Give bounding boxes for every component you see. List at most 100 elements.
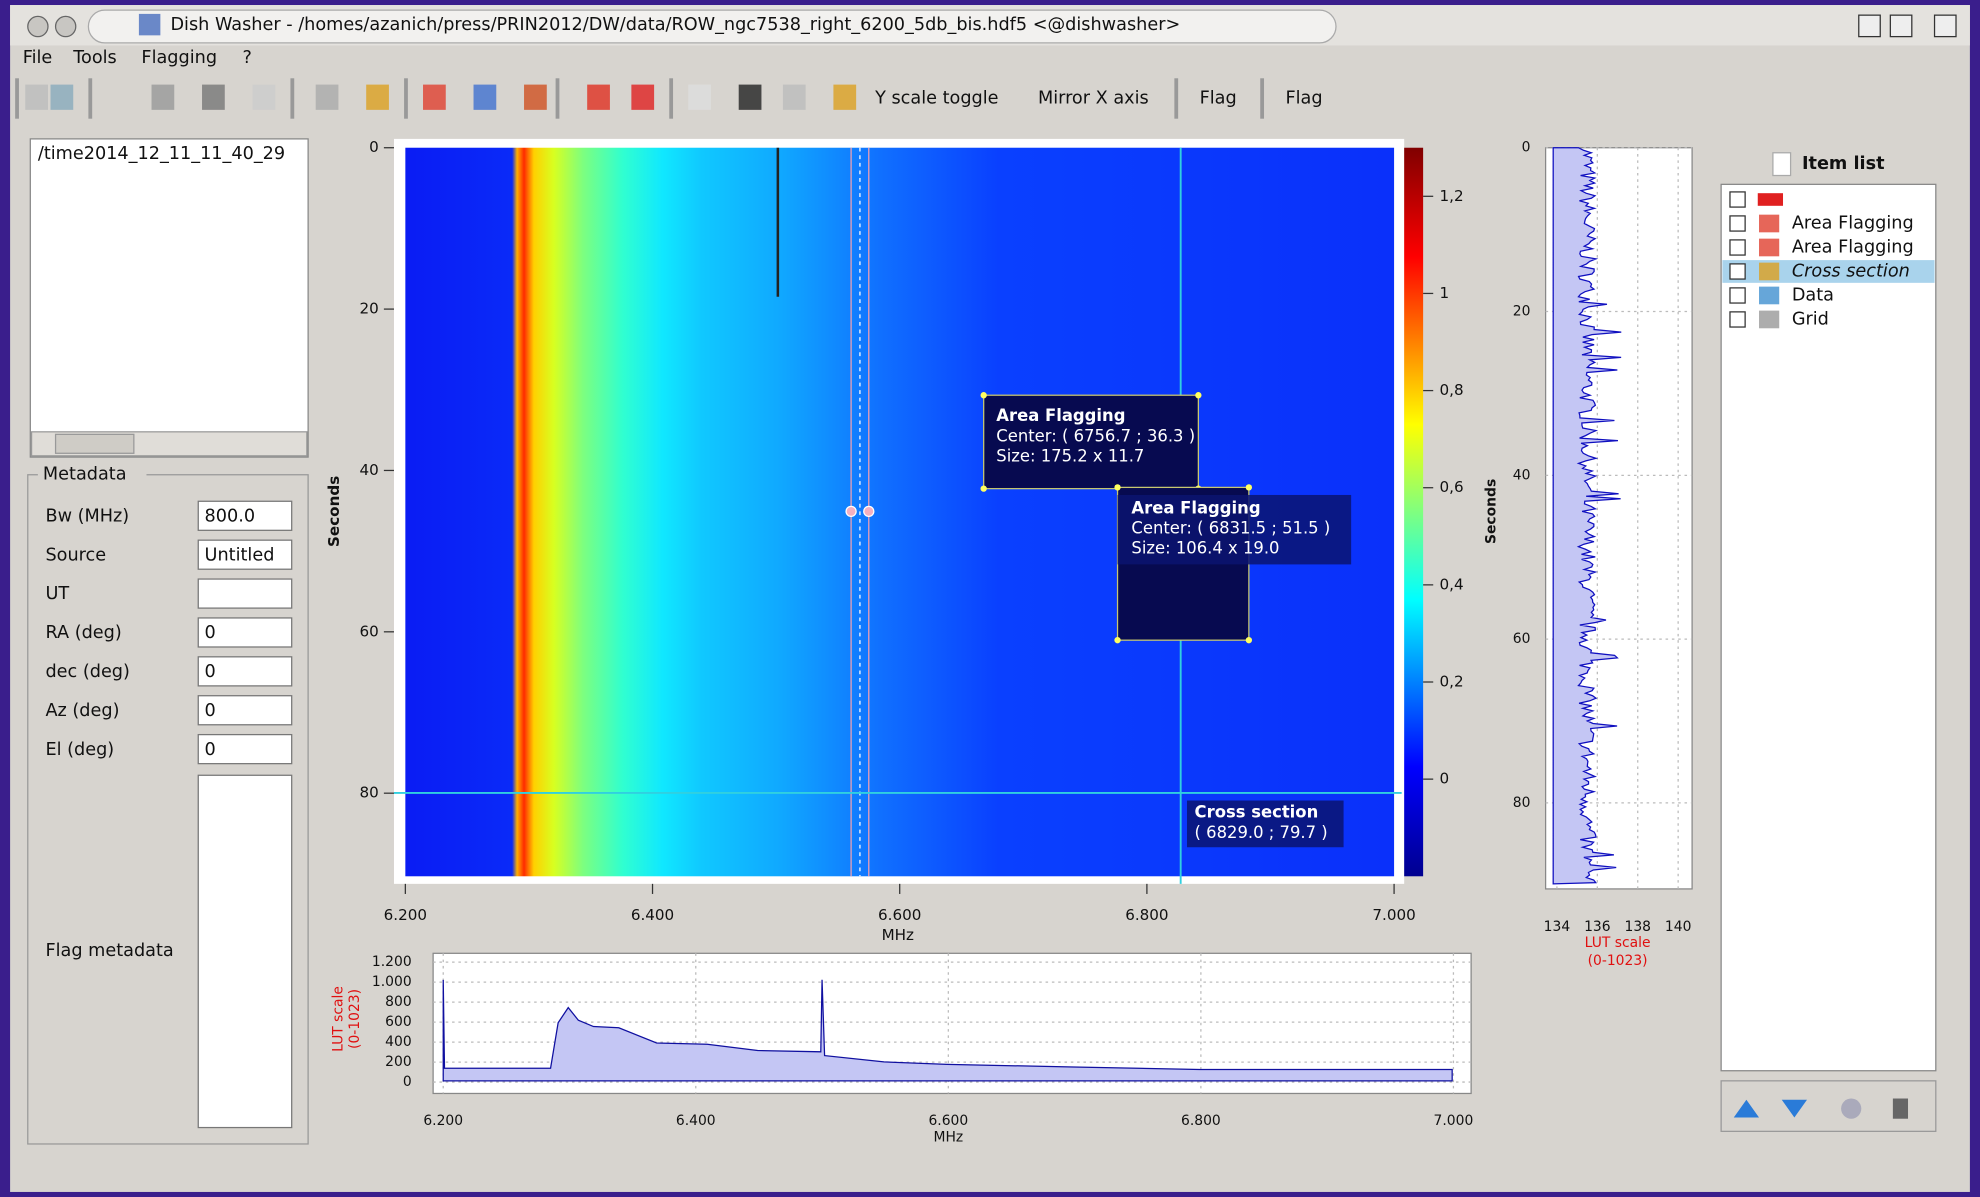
toolbar-button[interactable]: Y scale toggle [874,88,998,108]
checkbox[interactable] [1729,263,1746,280]
colorbar-tick-label: 1,2 [1440,187,1464,205]
y-axis-label: Seconds [325,476,343,547]
menu-item[interactable]: Flagging [141,48,217,68]
annotation-text: Area Flagging [996,406,1125,425]
toolbar-icon[interactable] [151,84,175,110]
toolbar-icon[interactable] [366,84,389,110]
menu-item[interactable]: Tools [72,48,117,68]
checkbox[interactable] [1729,311,1746,328]
toolbar-button[interactable]: Flag [1200,88,1237,108]
file-item[interactable]: /time2014_12_11_11_40_29 [38,144,285,164]
toolbar-icon[interactable] [315,84,339,110]
y-tick-label: 200 [385,1054,411,1070]
corner-handle[interactable] [980,392,987,399]
corner-handle[interactable] [1245,637,1253,644]
colorbar-tick-label: 0,2 [1440,673,1464,691]
toolbar-icon[interactable] [631,84,655,110]
item-label[interactable]: Grid [1792,309,1829,329]
item-list-title: Item list [1802,154,1885,174]
corner-handle[interactable] [1114,637,1121,644]
x-tick-label: 6.600 [878,906,921,924]
window-menu-button[interactable] [27,15,49,38]
corner-handle[interactable] [980,485,987,492]
colorbar [1404,147,1424,877]
item-label[interactable]: Area Flagging [1792,237,1914,257]
field-input[interactable] [197,578,293,609]
delete-button[interactable] [1892,1098,1909,1119]
spectrum-curve [442,979,1453,1082]
item-label[interactable]: Area Flagging [1792,213,1914,233]
colorbar-tick-label: 1 [1440,284,1450,302]
window-pin-button[interactable] [54,15,77,38]
metadata-group [27,474,309,1145]
toolbar-icon[interactable] [423,84,446,110]
y-tick-label: 60 [1513,631,1531,647]
toolbar-icon[interactable] [587,84,610,110]
settings-button[interactable] [1841,1098,1862,1119]
toolbar-separator [669,78,674,119]
annotation-bg [1186,800,1344,848]
toolbar-icon[interactable] [524,84,547,110]
toolbar-icon[interactable] [252,84,276,110]
scroll-thumb[interactable] [54,433,135,454]
item-icon [1759,262,1780,281]
field-input[interactable] [197,500,293,531]
y-axis-label: (0-1023) [347,989,363,1049]
x-axis-label: (0-1023) [1588,953,1648,969]
annotation-bg [1117,494,1352,565]
toolbar-icon[interactable] [50,84,74,110]
range-handle[interactable] [863,505,875,518]
group-label-bg [37,464,147,485]
corner-handle[interactable] [1114,484,1121,491]
profile-curve [1552,147,1622,885]
minimize-button[interactable] [1858,14,1881,38]
move-up-button[interactable] [1733,1099,1760,1118]
move-down-button[interactable] [1781,1099,1808,1118]
item-label[interactable]: Data [1792,285,1834,305]
toolbar-icon[interactable] [782,84,806,110]
maximize-button[interactable] [1889,14,1913,38]
toolbar-icon[interactable] [25,84,48,110]
menu-item[interactable]: ? [242,48,251,68]
flag-metadata-input[interactable] [197,774,293,1129]
y-tick-label: 600 [385,1014,411,1030]
x-tick-label: 6.800 [1181,1113,1221,1129]
colorbar-tick-label: 0,6 [1440,478,1464,496]
corner-handle[interactable] [1195,392,1202,399]
toolbar-icon[interactable] [833,84,857,110]
x-tick-label: 6.200 [423,1113,463,1129]
flag-area[interactable] [983,394,1199,490]
checkbox[interactable] [1729,239,1746,256]
x-tick-label: 7.000 [1372,906,1415,924]
file-list[interactable] [29,138,309,458]
range-handle[interactable] [845,505,857,518]
toolbar-button[interactable]: Flag [1285,88,1322,108]
items: Area Flagging Area Flagging Cross section D… [1729,191,1914,329]
checkbox[interactable] [1729,215,1746,232]
checkbox[interactable] [1729,287,1746,304]
toolbar-separator [290,78,295,119]
field-value: 0 [205,740,216,760]
close-button[interactable] [1933,14,1957,38]
y-axis-label: LUT scale [330,986,346,1052]
field-value: 800.0 [205,506,256,526]
x-tick-label: 134 [1544,919,1571,935]
field-input[interactable] [197,733,293,765]
item-label[interactable]: Cross section [1792,261,1910,281]
field-input[interactable] [197,656,293,687]
toolbar-icon[interactable] [738,84,762,110]
toolbar-icon[interactable] [688,84,711,110]
toolbar-button[interactable]: Mirror X axis [1038,88,1149,108]
field-input[interactable] [197,695,293,726]
menu-item[interactable]: File [23,48,53,68]
annotation-text: Cross section [1195,803,1319,822]
annotation-text: Size: 175.2 x 11.7 [996,447,1144,466]
y-tick-label: 40 [1513,467,1531,483]
field-input[interactable] [197,617,293,648]
toolbar-icon[interactable] [202,84,225,110]
corner-handle[interactable] [1245,484,1253,491]
toolbar-icon[interactable] [473,84,497,110]
field-input[interactable] [197,539,293,570]
checkbox[interactable] [1729,191,1746,208]
